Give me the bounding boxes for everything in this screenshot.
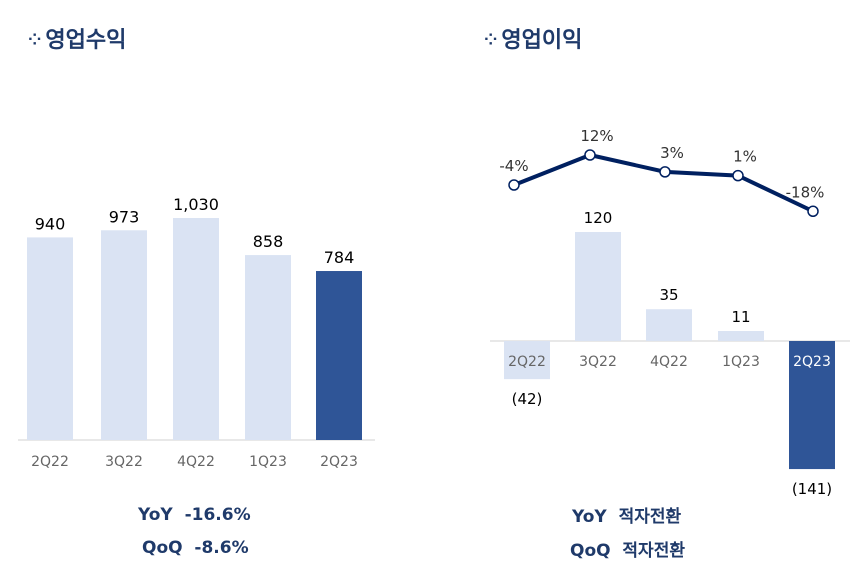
margin-point (659, 166, 671, 178)
left-data-label: 973 (109, 207, 140, 226)
left-data-label: 784 (324, 248, 355, 267)
margin-label: 12% (580, 127, 613, 145)
right-data-label: (141) (792, 480, 832, 498)
right-bar-3Q22 (575, 232, 621, 341)
left-bar-1Q23 (245, 255, 291, 440)
right-data-label: 120 (584, 209, 613, 227)
margin-point (807, 205, 819, 217)
left-tick-label: 4Q22 (177, 454, 215, 470)
right-bar-2Q22 (504, 341, 550, 380)
right-chart-title: ⁘ 영업이익 (484, 28, 583, 53)
left-bar-2Q23 (316, 271, 362, 440)
right-tick-label: 3Q22 (579, 354, 617, 370)
margin-label: 3% (660, 144, 684, 162)
left-yoy: YoY -16.6% (138, 505, 251, 525)
left-data-label: 940 (35, 214, 66, 233)
right-qoq: QoQ 적자전환 (570, 541, 685, 561)
left-tick-label: 2Q22 (31, 454, 69, 470)
left-tick-label: 1Q23 (249, 454, 287, 470)
right-bar-1Q23 (718, 331, 764, 341)
left-bar-3Q22 (101, 230, 147, 440)
right-tick-label: 2Q23 (793, 354, 831, 370)
diamond-dots-icon: ⁘ (28, 30, 42, 49)
right-bar-4Q22 (646, 309, 692, 341)
left-tick-label: 3Q22 (105, 454, 143, 470)
right-data-label: 11 (731, 308, 750, 326)
right-tick-label: 4Q22 (650, 354, 688, 370)
diamond-dots-icon: ⁘ (484, 30, 498, 49)
margin-label: -4% (499, 157, 528, 175)
margin-line (513, 152, 814, 214)
margin-point (584, 149, 596, 161)
left-qoq: QoQ -8.6% (142, 538, 249, 558)
right-tick-label: 2Q22 (508, 354, 546, 370)
margin-label: -18% (786, 183, 825, 201)
margin-label: 1% (733, 148, 757, 166)
left-bar-2Q22 (27, 237, 73, 440)
left-chart-title: ⁘ 영업수익 (28, 28, 127, 53)
left-data-label: 1,030 (173, 195, 219, 214)
margin-point (508, 179, 520, 191)
right-data-label: 35 (659, 286, 678, 304)
left-bar-4Q22 (173, 218, 219, 440)
right-data-label: (42) (512, 390, 543, 408)
left-data-label: 858 (253, 232, 284, 251)
right-bar-2Q23 (789, 341, 835, 470)
right-yoy: YoY 적자전환 (572, 507, 682, 527)
right-tick-label: 1Q23 (722, 354, 760, 370)
left-tick-label: 2Q23 (320, 454, 358, 470)
margin-point (732, 169, 744, 182)
